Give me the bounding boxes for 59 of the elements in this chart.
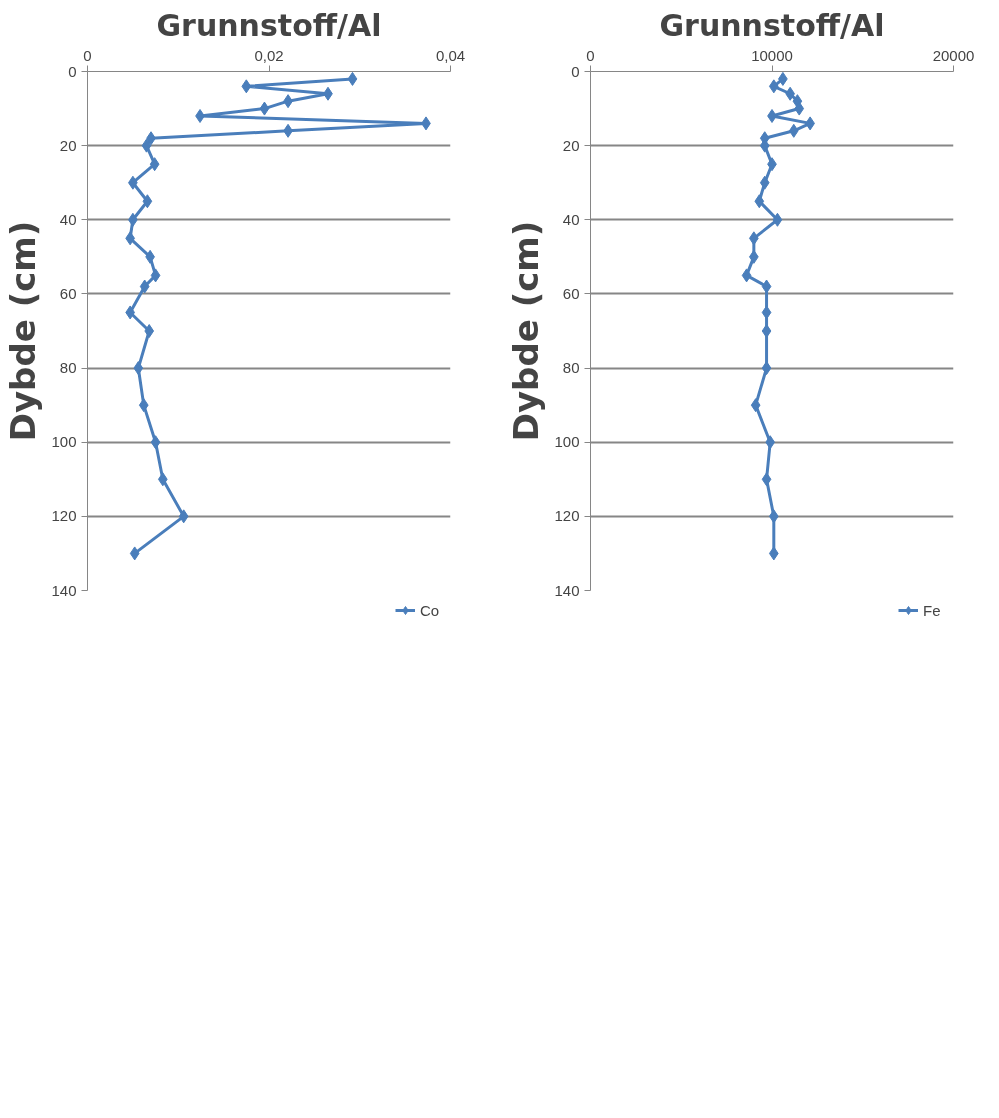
y-axis-title: Dybde (cm)	[506, 220, 547, 442]
point	[754, 194, 765, 209]
y-tick-label: 140	[554, 581, 580, 599]
point	[157, 472, 168, 487]
x-tick-label: 0,04	[435, 46, 466, 64]
y-tick-label: 140	[51, 581, 77, 599]
y-axis-title: Dybde (cm)	[3, 220, 44, 442]
y-tick-label: 60	[59, 284, 77, 302]
y-tick-label: 100	[554, 433, 580, 451]
point	[765, 435, 776, 450]
point	[133, 361, 144, 376]
point	[141, 138, 152, 153]
y-tick-label: 60	[562, 284, 580, 302]
point	[788, 123, 799, 138]
point	[150, 268, 161, 283]
x-tick-label: 0	[586, 46, 595, 64]
legend-label: Co	[420, 601, 440, 619]
legend-label: Fe	[923, 601, 942, 619]
point	[150, 435, 161, 450]
point	[259, 101, 270, 116]
point	[772, 212, 783, 227]
y-tick-label: 0	[571, 62, 580, 80]
point	[741, 268, 752, 283]
y-tick-label: 100	[51, 433, 77, 451]
point	[768, 546, 779, 561]
point	[761, 305, 772, 320]
chart-title: Grunnstoff/Al	[659, 7, 885, 43]
point	[149, 157, 160, 172]
point	[761, 361, 772, 376]
point	[142, 194, 153, 209]
point	[759, 175, 770, 190]
point	[139, 279, 150, 294]
point	[144, 324, 155, 338]
point	[768, 509, 779, 524]
x-tick-label: 20000	[932, 46, 975, 64]
point	[347, 71, 358, 86]
point	[761, 324, 772, 338]
y-tick-label: 40	[59, 210, 77, 228]
y-tick-label: 120	[554, 507, 580, 525]
y-tick-label: 20	[59, 136, 77, 154]
point	[138, 398, 149, 413]
x-tick-label: 0	[83, 46, 92, 64]
point	[241, 79, 252, 94]
x-tick-label: 10000	[751, 46, 793, 64]
y-tick-label: 80	[59, 359, 77, 377]
y-tick-label: 40	[562, 210, 580, 228]
y-tick-label: 120	[51, 507, 77, 525]
point	[129, 546, 140, 561]
y-tick-label: 0	[68, 62, 77, 80]
point	[761, 279, 772, 294]
y-tick-label: 20	[562, 136, 580, 154]
point	[761, 472, 772, 487]
point	[178, 509, 189, 524]
point	[750, 398, 761, 413]
x-tick-label: 0,02	[254, 46, 284, 64]
chart-title: Grunnstoff/Al	[156, 7, 382, 43]
y-tick-label: 80	[562, 359, 580, 377]
point	[768, 79, 779, 94]
point	[794, 101, 805, 116]
